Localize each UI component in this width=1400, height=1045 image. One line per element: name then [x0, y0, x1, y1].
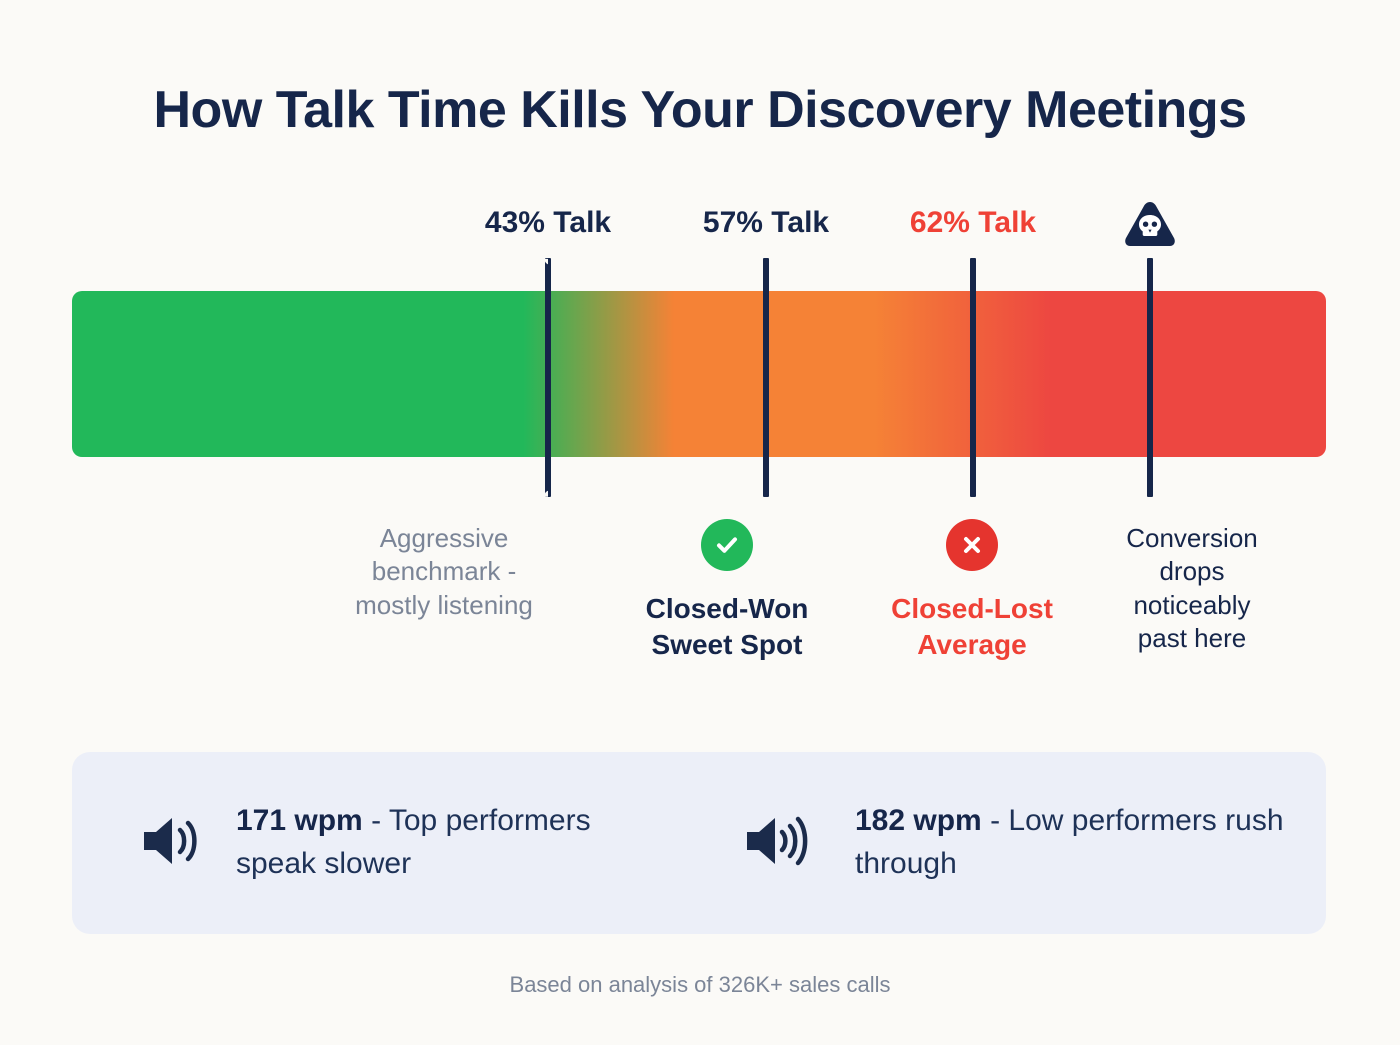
wpm-item-low-performers: 182 wpm - Low performers rush through — [723, 800, 1326, 885]
caption-line: benchmark - — [371, 556, 517, 587]
caption-closed-won: Closed-Won Sweet Spot — [582, 519, 872, 663]
skull-warning-icon — [1123, 200, 1177, 248]
marker-label-62: 62% Talk — [909, 206, 1037, 239]
caption-line: drops — [1159, 556, 1225, 587]
caption-line: Closed-Won — [645, 593, 809, 624]
caption-line: past here — [1137, 622, 1247, 653]
caption-conversion-drops: Conversion drops noticeably past here — [1067, 522, 1317, 655]
wpm-description: Low performers rush through — [855, 804, 1284, 880]
wpm-separator: - — [362, 804, 389, 838]
caption-line: Aggressive — [379, 523, 509, 553]
caption-line: mostly listening — [355, 589, 533, 620]
wpm-value: 171 wpm — [236, 804, 363, 838]
talk-time-gradient-bar — [72, 291, 1326, 457]
wpm-description: Top performers speak slower — [236, 804, 591, 880]
caption-aggressive-benchmark: Aggressive benchmark - mostly listening — [294, 522, 594, 622]
marker-stem-solid — [970, 258, 976, 497]
check-circle-icon — [701, 519, 753, 571]
source-footnote: Based on analysis of 326K+ sales calls — [509, 972, 891, 997]
speaker-high-icon — [743, 810, 829, 877]
caption-line: Closed-Lost — [891, 593, 1053, 624]
caption-line: Average — [917, 628, 1027, 660]
caption-line: Conversion — [1126, 523, 1258, 553]
wpm-separator: - — [981, 804, 1009, 838]
wpm-value: 182 wpm — [855, 804, 982, 838]
x-circle-icon — [946, 519, 998, 571]
speaker-low-icon — [140, 810, 210, 877]
page-title: How Talk Time Kills Your Discovery Meeti… — [153, 81, 1248, 139]
marker-label-43: 43% Talk — [484, 206, 612, 239]
wpm-text: 171 wpm - Top performers speak slower — [236, 800, 676, 885]
marker-label-57: 57% Talk — [702, 206, 830, 239]
wpm-item-top-performers: 171 wpm - Top performers speak slower — [72, 800, 723, 885]
marker-stem-solid — [1147, 258, 1153, 497]
caption-closed-lost: Closed-Lost Average — [827, 519, 1117, 663]
wpm-text: 182 wpm - Low performers rush through — [855, 800, 1295, 885]
marker-stem-dashed — [545, 258, 551, 497]
caption-line: noticeably — [1133, 589, 1251, 620]
marker-stem-solid — [763, 258, 769, 497]
caption-line: Sweet Spot — [651, 628, 803, 660]
wpm-panel: 171 wpm - Top performers speak slower 18… — [72, 752, 1326, 934]
